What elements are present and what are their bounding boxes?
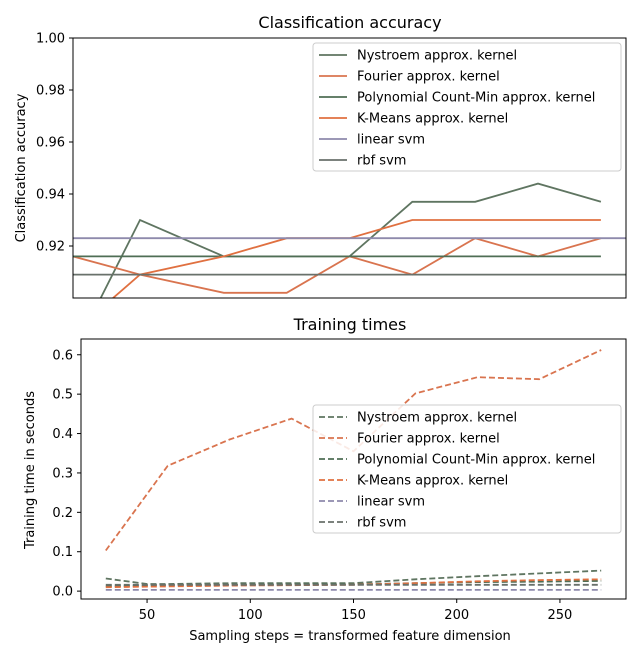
y-tick-label: 0.96	[36, 136, 65, 151]
series-line-nystroem-approx-kernel	[105, 569, 602, 585]
legend-box	[312, 42, 622, 172]
y-tick-label: 1.00	[36, 32, 65, 47]
training-plot-frame	[80, 338, 627, 600]
legend-label: linear svm	[357, 133, 425, 148]
y-tick-label: 0.98	[36, 84, 65, 99]
legend-label: rbf svm	[357, 154, 406, 169]
accuracy-plot-frame	[72, 37, 627, 299]
accuracy-series	[73, 182, 626, 298]
y-tick-label: 0.4	[52, 427, 73, 442]
y-tick-label: 0.5	[52, 388, 73, 403]
training-times-chart-title: Training times	[293, 315, 407, 334]
x-tick-label: 50	[139, 608, 156, 623]
legend-box	[312, 404, 622, 534]
training-times-chart-ylabel: Training time in seconds	[23, 391, 38, 550]
training-times-chart-xlabel: Sampling steps = transformed feature dim…	[189, 629, 511, 644]
y-tick-label: 0.94	[36, 188, 65, 203]
y-tick-label: 0.3	[52, 466, 73, 481]
legend-label: Polynomial Count-Min approx. kernel	[357, 91, 595, 106]
accuracy-chart-title: Classification accuracy	[258, 13, 441, 32]
x-tick-label: 100	[238, 608, 263, 623]
y-tick-label: 0.92	[36, 240, 65, 255]
legend-label: Fourier approx. kernel	[357, 432, 500, 447]
accuracy-chart-ylabel: Classification accuracy	[14, 93, 29, 242]
x-tick-label: 250	[548, 608, 573, 623]
legend-label: Nystroem approx. kernel	[357, 411, 517, 426]
training-ticks: 0.0 0.1 0.2 0.3 0.4 0.5 0.6 50 100 150 200 250	[52, 348, 572, 623]
y-tick-label: 0.1	[52, 545, 73, 560]
accuracy-legend: Nystroem approx. kernel Fourier approx. k…	[312, 42, 622, 172]
legend-label: Nystroem approx. kernel	[357, 49, 517, 64]
legend-label: linear svm	[357, 495, 425, 510]
legend-label: Polynomial Count-Min approx. kernel	[357, 453, 595, 468]
legend-label: K-Means approx. kernel	[357, 474, 508, 489]
y-tick-label: 0.2	[52, 506, 73, 521]
x-tick-label: 150	[341, 608, 366, 623]
legend-label: K-Means approx. kernel	[357, 112, 508, 127]
accuracy-chart: Classification accuracy Classification a…	[14, 13, 627, 299]
y-tick-label: 0.0	[52, 585, 73, 600]
accuracy-ticks: 0.92 0.94 0.96 0.98 1.00	[36, 32, 73, 255]
training-legend: Nystroem approx. kernel Fourier approx. k…	[312, 404, 622, 534]
training-times-chart: Training times Training time in seconds …	[23, 315, 627, 644]
legend-label: rbf svm	[357, 516, 406, 531]
y-tick-label: 0.6	[52, 348, 73, 363]
x-tick-label: 200	[444, 608, 469, 623]
legend-label: Fourier approx. kernel	[357, 70, 500, 85]
